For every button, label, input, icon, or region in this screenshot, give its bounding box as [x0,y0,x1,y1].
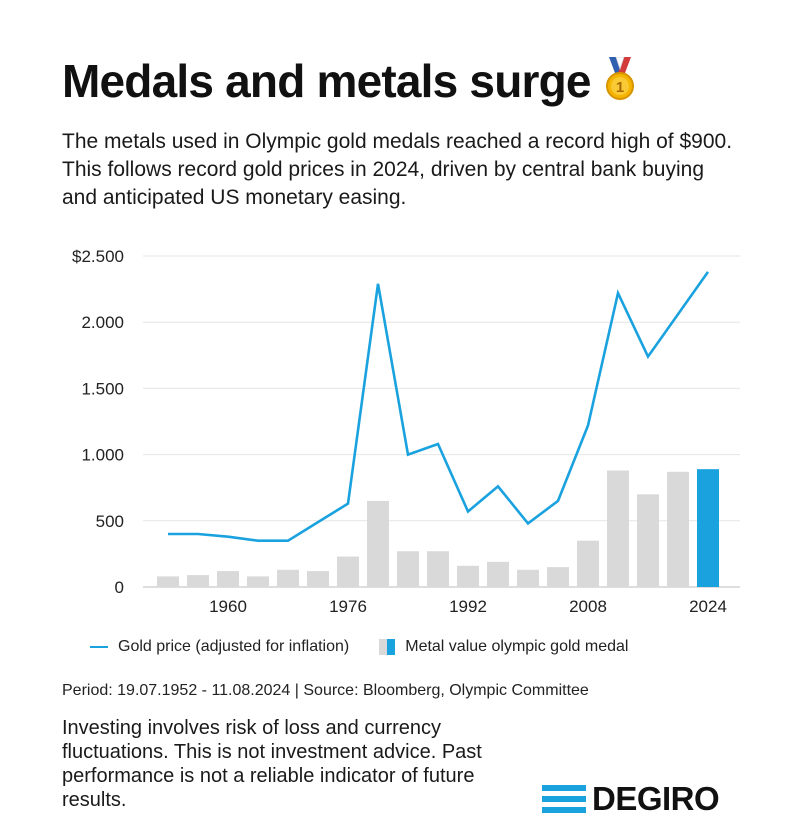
bar-1952 [157,576,179,587]
bar-1956 [187,575,209,587]
line-series [167,271,710,543]
svg-text:1: 1 [616,79,624,96]
title-row: Medals and metals surge 1 [62,55,637,107]
logo-mark-icon [542,784,586,813]
bar-2024 [697,469,719,587]
bar-1992 [457,565,479,587]
y-tick-label: 0 [115,578,124,597]
logo-text: DEGIRO [592,780,720,817]
bar-1996 [487,561,509,587]
y-tick-label: 1.500 [81,379,124,398]
x-tick-label: 1992 [449,597,487,616]
bar-2008 [577,540,599,587]
x-tick-label: 2008 [569,597,607,616]
x-tick-label: 1976 [329,597,367,616]
x-tick-label: 1960 [209,597,247,616]
x-tick-label: 2024 [689,597,727,616]
degiro-logo: DEGIRO [542,780,720,817]
bar-2000 [517,569,539,587]
bar-series [157,469,719,587]
x-axis-labels: 1960 1976 1992 2008 2024 [209,597,727,616]
disclaimer: Investing involves risk of loss and curr… [62,717,482,811]
legend-bar-swatch [379,639,396,655]
bar-1976 [337,556,359,587]
legend-line-label: Gold price (adjusted for inflation) [118,638,350,655]
bar-1968 [277,569,299,587]
subtitle: The metals used in Olympic gold medals r… [62,130,733,209]
y-tick-label: 1.000 [81,446,124,465]
bar-1972 [307,571,329,587]
gold-medal-icon: 1 [605,57,634,100]
legend: Gold price (adjusted for inflation) Meta… [90,638,628,656]
page-title: Medals and metals surge [62,55,591,107]
bar-2020 [667,471,689,587]
bar-1960 [217,571,239,587]
y-tick-label: 2.000 [81,313,124,332]
y-tick-label: 500 [96,512,124,531]
legend-bar-label: Metal value olympic gold medal [405,638,629,655]
bar-2004 [547,567,569,587]
y-axis-labels: 0 500 1.000 1.500 2.000 $2.500 [72,247,124,597]
legend-line-swatch [90,646,108,648]
period-source: Period: 19.07.1952 - 11.08.2024 | Source… [62,682,589,699]
y-tick-label: $2.500 [72,247,124,266]
chart: 0 500 1.000 1.500 2.000 $2.500 1960 1976 1992 20… [72,247,740,616]
bar-1984 [397,551,419,587]
bar-1964 [247,576,269,587]
bar-2012 [607,470,629,587]
bar-2016 [637,494,659,587]
bar-1980 [367,500,389,587]
bar-1988 [427,551,449,587]
